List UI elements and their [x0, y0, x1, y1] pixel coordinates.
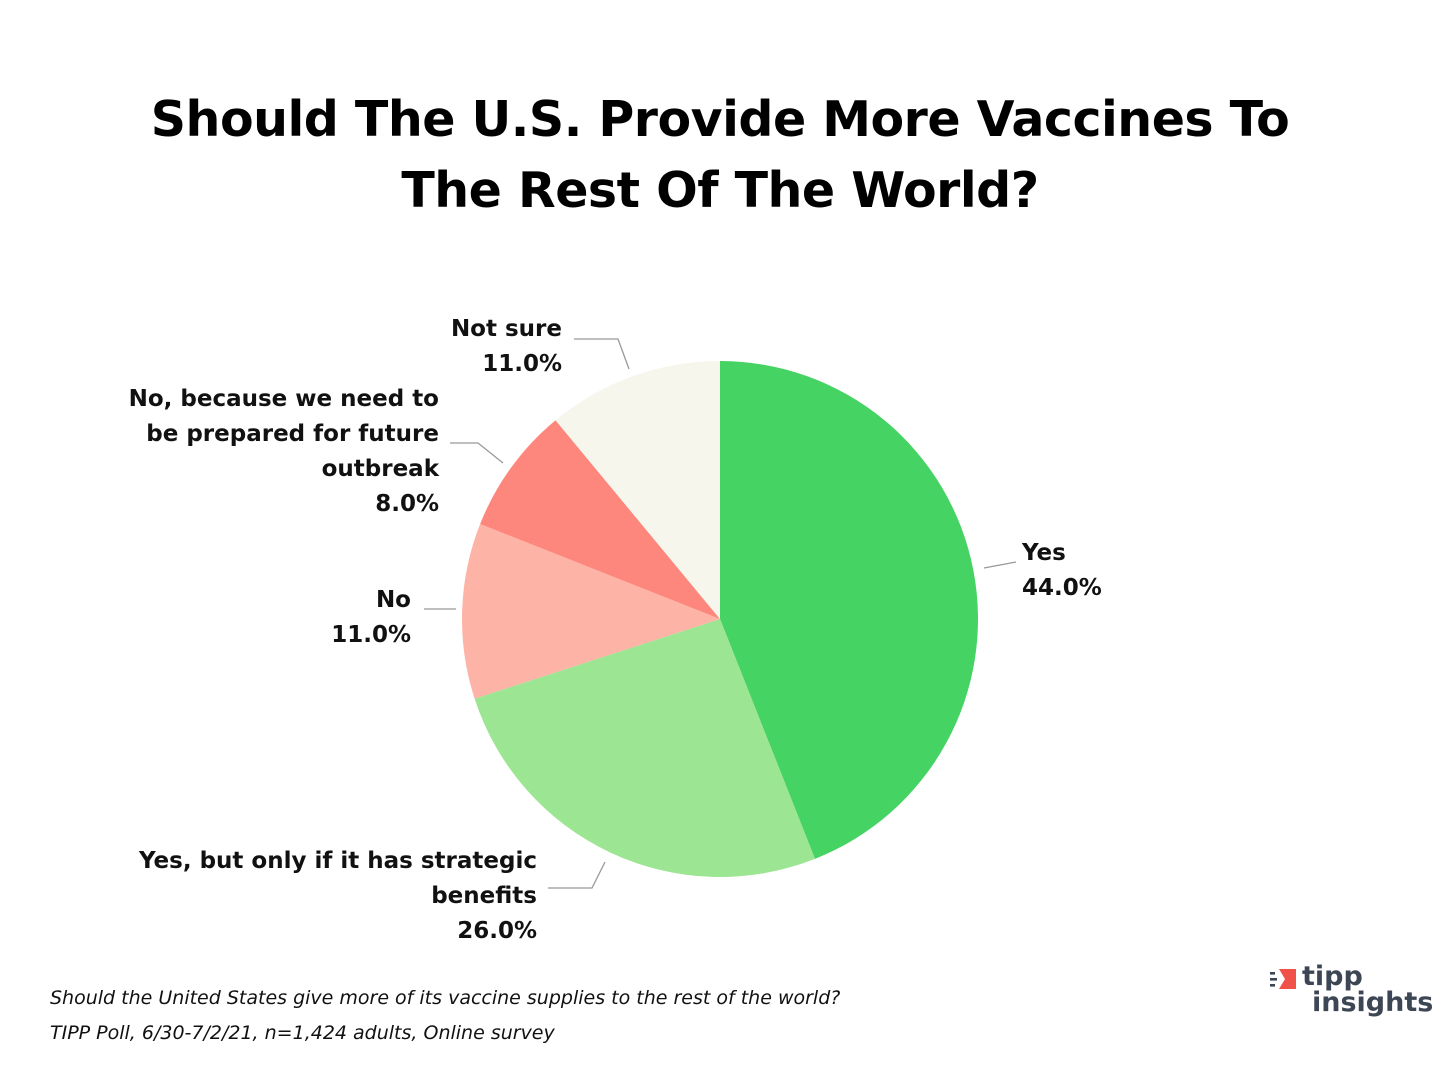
slice-value-label: 26.0%	[457, 918, 537, 944]
tipp-insights-logo: tipp insights	[1270, 961, 1434, 1019]
pie-slice-yes-but-only-if-it-has-strategic-benefits	[474, 619, 815, 877]
chart-title: Should The U.S. Provide More Vaccines To…	[0, 84, 1440, 226]
leader-line	[574, 338, 630, 370]
slice-value-label: 11.0%	[331, 622, 411, 648]
slice-value-label: 8.0%	[375, 491, 439, 517]
logo-mark-icon	[1270, 969, 1296, 989]
chart-title-line-1: Should The U.S. Provide More Vaccines To	[150, 91, 1290, 148]
slice-name-label: benefits	[431, 883, 537, 909]
pie-slice-no-because-we-need-to-be-prepared-for-future-outbreak	[480, 420, 720, 619]
leader-line	[548, 861, 606, 889]
pie-slice-yes	[720, 361, 978, 859]
leader-line	[983, 561, 1017, 569]
slice-name-label: No	[376, 587, 411, 613]
slice-name-label: No, because we need to	[129, 386, 439, 412]
slice-name-label: outbreak	[322, 456, 440, 482]
pie-slice-not-sure	[555, 361, 720, 619]
slice-name-label: be prepared for future	[146, 421, 439, 447]
chart-title-line-2: The Rest Of The World?	[401, 162, 1039, 219]
leader-line	[450, 442, 504, 464]
pie-slices	[462, 361, 978, 877]
pie-slice-labels: Yes 44.0% Yes, but only if it has strategi…	[129, 316, 1102, 944]
slice-name-label: Not sure	[451, 316, 562, 342]
slice-name-label: Yes, but only if it has strategic	[138, 848, 537, 874]
footnote-source: TIPP Poll, 6/30-7/2/21, n=1,424 adults, …	[50, 1022, 555, 1044]
slice-value-label: 44.0%	[1022, 575, 1102, 601]
logo-text-tipp: tipp	[1302, 961, 1363, 992]
slice-value-label: 11.0%	[482, 351, 562, 377]
footnote-question: Should the United States give more of it…	[50, 987, 841, 1009]
slice-name-label: Yes	[1021, 540, 1066, 566]
pie-slice-no	[462, 524, 720, 699]
pie-leader-lines	[424, 338, 1017, 889]
logo-text-insights: insights	[1312, 987, 1434, 1018]
